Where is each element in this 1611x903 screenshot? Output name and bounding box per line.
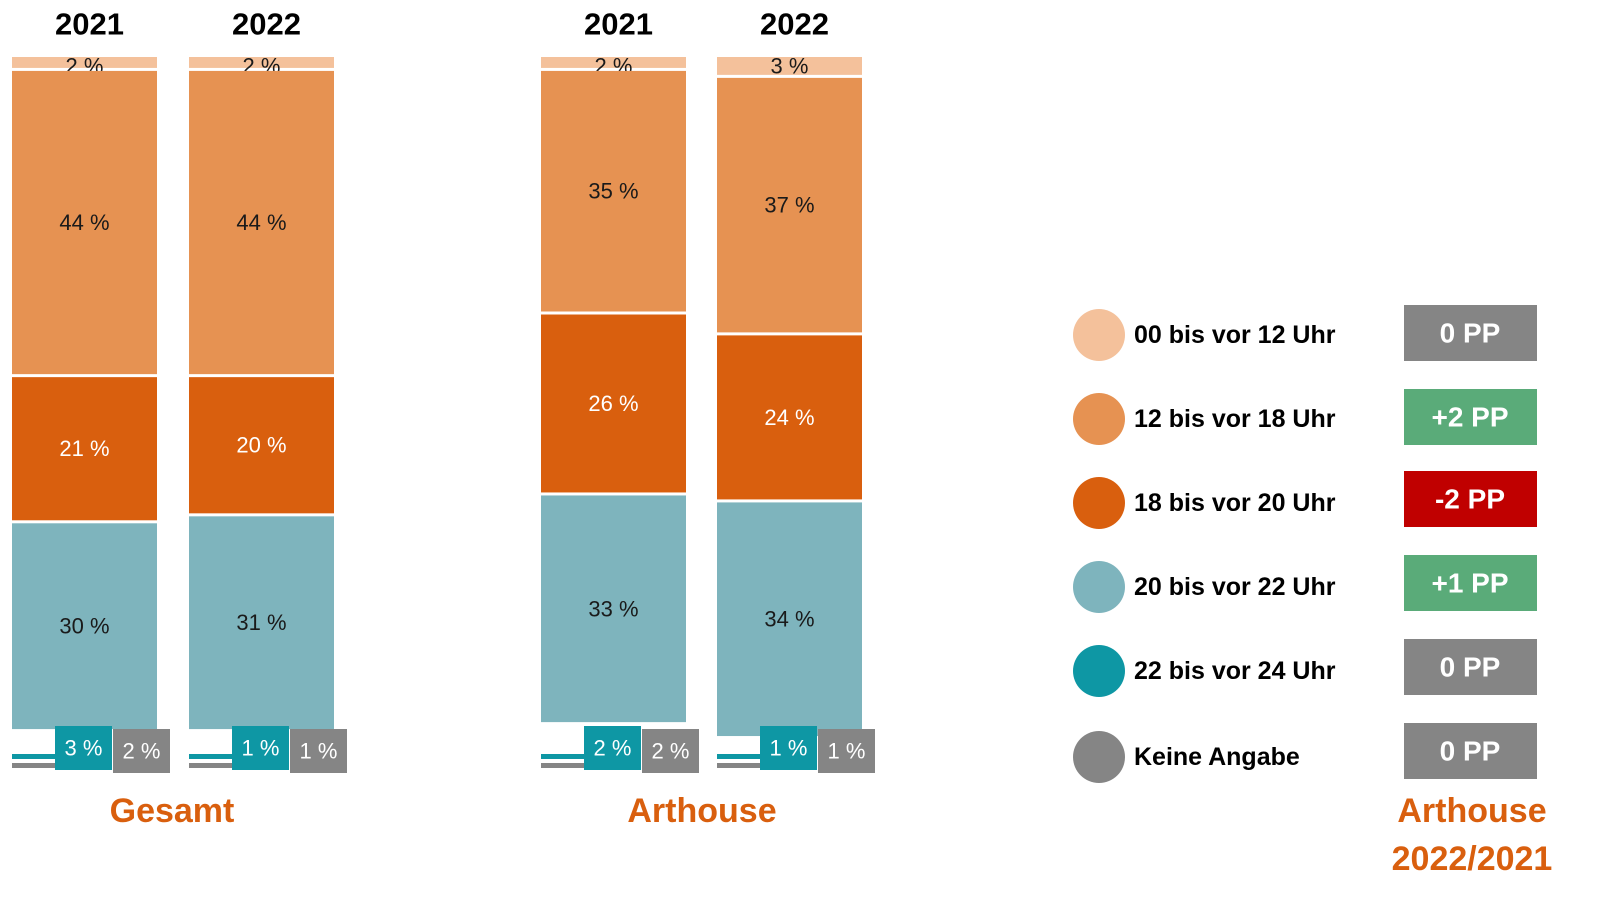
data-label: 24 % [764, 405, 814, 430]
change-badge [1404, 305, 1537, 361]
data-label: 1 % [242, 736, 280, 761]
bar-segment [717, 77, 862, 333]
year-label: 2022 [232, 7, 301, 42]
bar-segment [717, 335, 862, 500]
bar-segment [189, 754, 239, 759]
legend-marker [1073, 309, 1125, 361]
bar-segment [12, 70, 157, 375]
changes-title: Arthouse [1397, 792, 1546, 830]
bar-segment [541, 763, 591, 768]
legend-marker [1073, 477, 1125, 529]
changes-subtitle: 2022/2021 [1392, 840, 1553, 878]
year-label: 2022 [760, 7, 829, 42]
data-label: 30 % [59, 614, 109, 639]
bar-segment [12, 754, 62, 759]
data-label: 3 % [771, 54, 809, 79]
data-label: 1 % [770, 736, 808, 761]
group-title-arthouse: Arthouse [627, 792, 776, 830]
legend-marker [1073, 731, 1125, 783]
change-badge [1404, 389, 1537, 445]
bar-segment [541, 754, 591, 759]
change-badge [1404, 555, 1537, 611]
data-label: 26 % [588, 391, 638, 416]
bar-segment [717, 502, 862, 737]
callout-box [760, 726, 817, 770]
callout-box [232, 726, 289, 770]
group-title-gesamt: Gesamt [110, 792, 235, 830]
bar-segment [189, 763, 239, 768]
data-label: 2 % [652, 739, 690, 764]
callout-box [113, 729, 170, 773]
change-label: 0 PP [1440, 318, 1501, 349]
data-label: 44 % [236, 210, 286, 235]
bar-segment [12, 523, 157, 730]
legend-label: 20 bis vor 22 Uhr [1134, 573, 1336, 601]
callout-box [584, 726, 641, 770]
bar-segment [189, 516, 334, 730]
legend-label: 22 bis vor 24 Uhr [1134, 657, 1336, 685]
bar-segment [541, 57, 686, 68]
callout-box [55, 726, 112, 770]
bar-segment [541, 70, 686, 312]
bar-segment [189, 377, 334, 514]
data-label: 44 % [59, 210, 109, 235]
legend-label: Keine Angabe [1134, 743, 1300, 771]
data-label: 21 % [59, 436, 109, 461]
bar-segment [12, 377, 157, 521]
legend-label: 00 bis vor 12 Uhr [1134, 321, 1336, 349]
year-label: 2021 [55, 7, 124, 42]
bar-segment [12, 763, 62, 768]
data-label: 37 % [764, 193, 814, 218]
data-label: 2 % [594, 736, 632, 761]
data-label: 31 % [236, 610, 286, 635]
change-label: +2 PP [1431, 402, 1508, 433]
legend-marker [1073, 645, 1125, 697]
data-label: 35 % [588, 179, 638, 204]
callout-box [290, 729, 347, 773]
legend-label: 12 bis vor 18 Uhr [1134, 405, 1336, 433]
bar-segment [189, 70, 334, 375]
bar-segment [541, 314, 686, 493]
change-label: -2 PP [1435, 484, 1505, 515]
bar-segment [189, 57, 334, 68]
callout-box [642, 729, 699, 773]
legend-marker [1073, 561, 1125, 613]
change-label: 0 PP [1440, 652, 1501, 683]
change-label: 0 PP [1440, 736, 1501, 767]
change-badge [1404, 639, 1537, 695]
data-label: 34 % [764, 607, 814, 632]
year-label: 2021 [584, 7, 653, 42]
legend-label: 18 bis vor 20 Uhr [1134, 489, 1336, 517]
bar-segment [717, 754, 767, 759]
data-label: 2 % [123, 739, 161, 764]
bar-segment [541, 495, 686, 723]
data-label: 33 % [588, 596, 638, 621]
data-label: 1 % [300, 739, 338, 764]
data-label: 3 % [65, 736, 103, 761]
data-label: 20 % [236, 433, 286, 458]
bar-segment [717, 763, 767, 768]
data-label: 1 % [828, 739, 866, 764]
bar-segment [12, 57, 157, 68]
change-badge [1404, 471, 1537, 527]
callout-box [818, 729, 875, 773]
change-label: +1 PP [1431, 568, 1508, 599]
bar-segment [717, 57, 862, 75]
change-badge [1404, 723, 1537, 779]
legend-marker [1073, 393, 1125, 445]
